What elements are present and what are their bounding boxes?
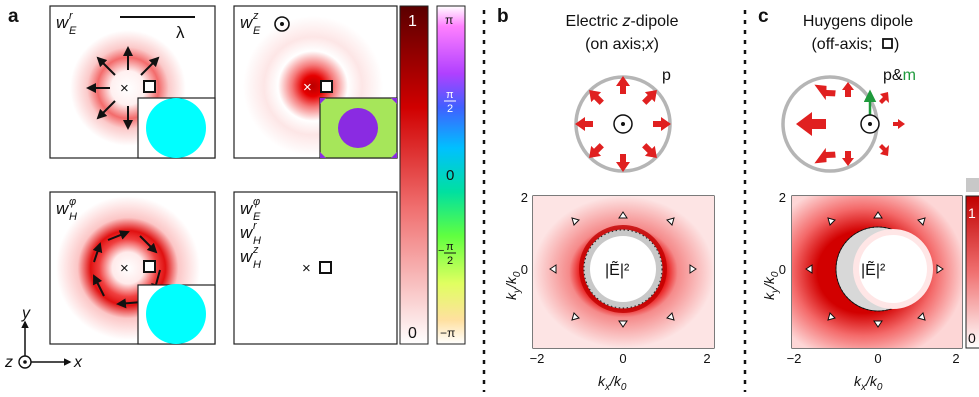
red-huygens-arrows	[796, 82, 905, 166]
panel-c-colorbar: 1 0	[965, 178, 979, 349]
tile-label-sub: E	[253, 211, 261, 223]
svg-text:): )	[894, 36, 899, 53]
square-marker-icon	[882, 38, 893, 49]
phase-tick-minus-pi: −π	[440, 326, 455, 340]
tile-label-w: w	[56, 13, 70, 32]
axis-y-label: y	[21, 305, 31, 322]
dipole-label-p: p	[662, 67, 671, 84]
map-label: |Ẽ|²	[605, 259, 630, 279]
panel-b-dipole-sketch: p	[574, 67, 672, 173]
colorbar-tick-1: 1	[968, 205, 976, 221]
tile-label-sub: E	[253, 25, 261, 37]
x-tick-0: 0	[874, 351, 881, 366]
square-marker	[319, 261, 332, 274]
square-marker	[143, 80, 156, 93]
axis-x-label: x	[73, 354, 83, 371]
svg-text:π: π	[446, 89, 454, 101]
tile-label-w: w	[240, 247, 254, 266]
center-cross: ×	[120, 80, 129, 97]
axes-glyph: y x z	[4, 305, 83, 371]
y-tick-2: 2	[521, 190, 528, 205]
tile-label-sub: H	[253, 259, 261, 271]
square-marker	[320, 80, 333, 93]
tile-label-sub: H	[253, 235, 261, 247]
open-triangle-arrows	[805, 211, 944, 328]
center-cross: ×	[303, 79, 312, 96]
y-tick-0: 0	[779, 262, 786, 277]
tile-w-e-z: w E z ×	[233, 5, 398, 159]
panel-b-intensity-map: |Ẽ|²	[532, 195, 715, 349]
panel-label-b: b	[497, 6, 509, 27]
tile-label-sub: H	[69, 211, 77, 223]
x-tick-2: 2	[952, 351, 959, 366]
svg-text:(off-axis;: (off-axis;	[811, 36, 872, 53]
tile-label-sup: z	[252, 244, 259, 256]
tile-label-sub: E	[69, 25, 77, 37]
dipole-label-pm: p&m	[883, 67, 916, 84]
colorbar-tick-0: 0	[968, 330, 976, 346]
x-axis-label: kx/k0	[854, 373, 883, 393]
tile-label-w: w	[240, 13, 254, 32]
panel-c-subtitle: (off-axis; )	[811, 36, 899, 53]
axis-z-label: z	[4, 354, 13, 371]
y-axis-label: ky/k0	[503, 271, 523, 300]
phase-tick-half-pi: π 2	[444, 89, 456, 115]
svg-text:2: 2	[447, 255, 453, 267]
center-cross: ×	[120, 260, 129, 277]
phase-tick-zero: 0	[446, 167, 454, 184]
inset-cyan-disc	[146, 98, 206, 158]
square-marker	[143, 260, 156, 273]
center-cross: ×	[302, 260, 311, 277]
panel-label-c: c	[758, 6, 769, 27]
x-axis-label: kx/k0	[598, 373, 627, 393]
out-of-plane-icon	[274, 16, 290, 32]
phase-tick-pi: π	[445, 13, 453, 27]
svg-text:π: π	[446, 241, 454, 253]
svg-text:2: 2	[447, 103, 453, 115]
panel-label-a: a	[8, 6, 19, 27]
panel-c-intensity-map: |Ẽ|²	[791, 195, 963, 349]
x-tick-neg2: −2	[787, 351, 802, 366]
inset-cyan-disc	[146, 284, 206, 344]
y-tick-2: 2	[779, 190, 786, 205]
tile-label-w: w	[56, 199, 70, 218]
tile-label-w: w	[240, 199, 254, 218]
tile-label-sup: r	[69, 10, 74, 22]
amplitude-colorbar: 1 0	[399, 5, 429, 345]
svg-text:−: −	[438, 245, 444, 257]
phase-colorbar: π π 2 0 − π 2 −π	[436, 5, 466, 345]
red-radial-arrows	[575, 76, 671, 172]
tile-label-sup: r	[253, 220, 258, 232]
tile-label-sup: φ	[69, 196, 76, 208]
x-tick-neg2: −2	[530, 351, 545, 366]
y-tick-0: 0	[521, 262, 528, 277]
tile-label-w: w	[240, 223, 254, 242]
tile-label-sup: z	[252, 10, 259, 22]
panel-c-title: Huygens dipole	[803, 13, 913, 30]
x-tick-2: 2	[703, 351, 710, 366]
tile-zero-components: w E φ w H r w H z ×	[233, 191, 398, 345]
panel-b-subtitle: (on axis;x)	[585, 36, 659, 53]
y-axis-label: ky/k0	[761, 271, 781, 300]
open-triangle-arrows	[549, 211, 697, 328]
scale-bar-label: λ	[176, 23, 185, 42]
tile-w-e-r: w E r λ ×	[49, 5, 216, 159]
x-tick-0: 0	[619, 351, 626, 366]
amp-top-tick: 1	[408, 13, 417, 30]
map-label: |Ẽ|²	[861, 259, 886, 279]
tile-label-sup: φ	[253, 196, 260, 208]
phase-tick-minus-half-pi: − π 2	[438, 241, 456, 267]
panel-b-title: Electric z-dipole	[566, 13, 679, 30]
panel-c-dipole-sketch: p&m	[781, 67, 916, 173]
amp-bottom-tick: 0	[408, 325, 417, 342]
inset-purple-disc	[338, 108, 378, 148]
tile-w-h-phi: w H φ ×	[49, 191, 216, 345]
